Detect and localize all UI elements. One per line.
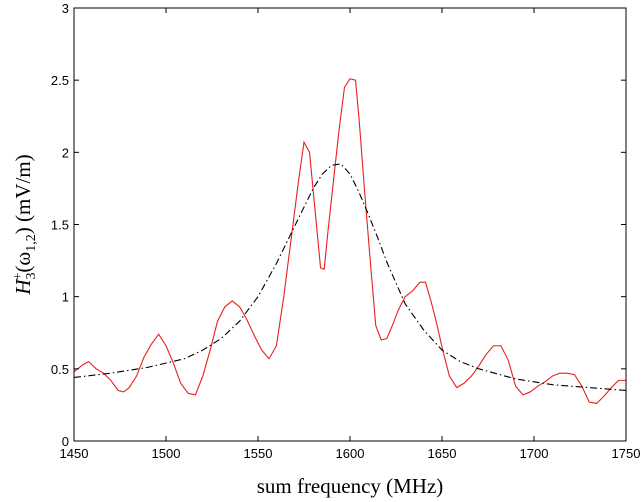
series-layer [74,78,626,405]
x-axis-label: sum frequency (MHz) [257,474,444,498]
x-tick-label: 1600 [336,446,365,461]
x-tick-label: 1750 [612,446,641,461]
x-tick-label: 1700 [520,446,549,461]
y-tick-label: 0.5 [51,362,69,377]
y-tick-label: 1 [62,290,69,305]
x-tick-label: 1450 [60,446,89,461]
series-line-1 [74,78,626,405]
y-tick-label: 3 [62,1,69,16]
y-tick-label: 1.5 [51,218,69,233]
y-tick-label: 2 [62,145,69,160]
y-label-main: H [11,278,35,296]
series-line-2 [74,163,626,392]
y-tick-label: 0 [62,434,69,449]
y-tick-label: 2.5 [51,73,69,88]
y-label-sup: + [11,272,26,280]
y-label-sub: 3 [24,272,39,279]
y-label-arg-sub: 1,2 [24,234,39,252]
y-label-unit: (mV/m) [11,154,35,227]
x-tick-label: 1500 [152,446,181,461]
plot-frame [73,7,627,442]
x-tick-label: 1550 [244,446,273,461]
ticks-layer: 1450 1500 1550 1600 1650 1700 1750 0 0.5 1 1.5 2 2.5… [51,1,641,461]
y-label-arg-close: ) [11,227,35,234]
y-axis-label: H3+(ω1,2) (mV/m) [11,154,39,295]
x-tick-label: 1650 [428,446,457,461]
y-label-arg-open: (ω [11,252,35,273]
